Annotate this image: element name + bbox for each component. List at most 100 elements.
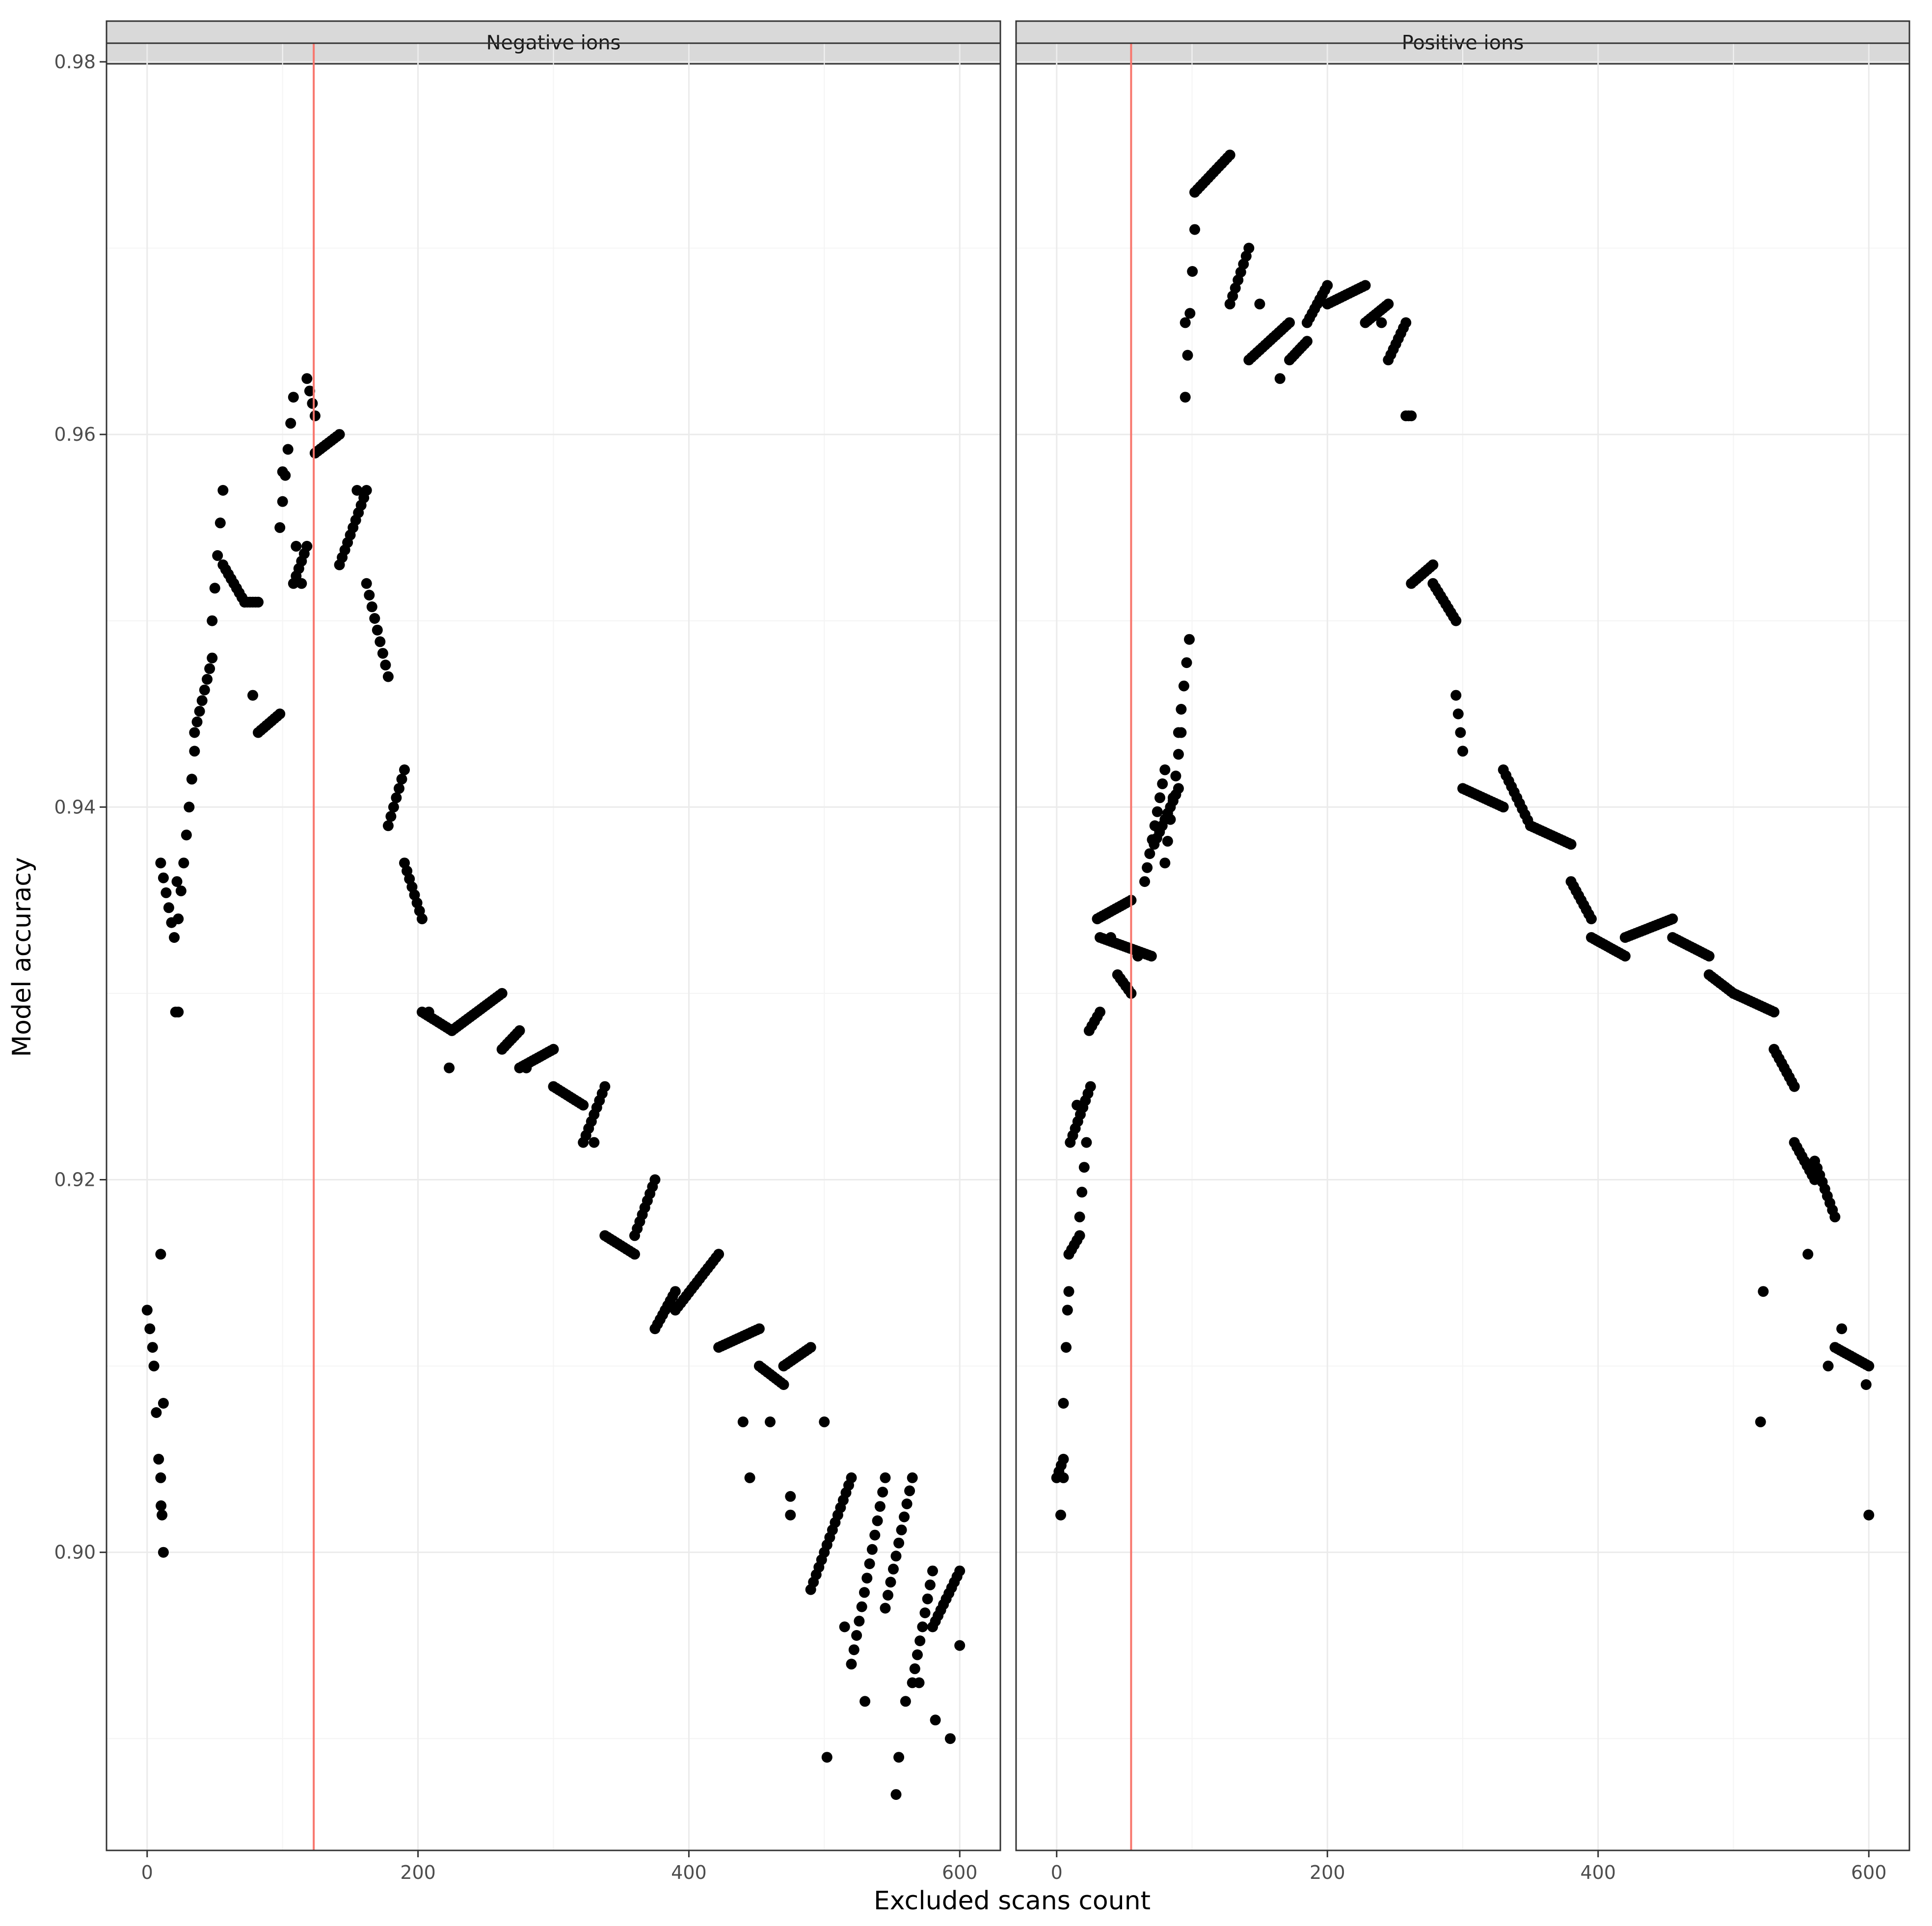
data-point xyxy=(1284,317,1295,328)
data-point xyxy=(670,1286,681,1297)
data-point xyxy=(1427,559,1439,570)
data-point xyxy=(629,1249,640,1260)
data-point xyxy=(1144,848,1155,859)
data-point xyxy=(199,684,210,696)
data-point xyxy=(1146,951,1157,962)
x-tick-label: 0 xyxy=(141,1862,153,1883)
data-point xyxy=(913,1677,925,1688)
data-point xyxy=(189,746,200,757)
data-point xyxy=(304,385,315,397)
data-point xyxy=(194,706,205,717)
data-point xyxy=(277,466,288,478)
data-point xyxy=(444,1062,455,1073)
data-point xyxy=(158,1398,169,1409)
data-point xyxy=(785,1509,796,1521)
data-point xyxy=(1863,1361,1875,1372)
data-point xyxy=(861,1573,873,1584)
data-point xyxy=(1755,1416,1766,1427)
data-point xyxy=(207,615,218,626)
data-point xyxy=(1400,317,1412,328)
data-point xyxy=(753,1323,765,1335)
data-point xyxy=(1152,806,1163,817)
data-point xyxy=(909,1663,920,1674)
data-point xyxy=(351,485,363,496)
data-point xyxy=(944,1733,956,1744)
data-point xyxy=(382,820,394,831)
data-point xyxy=(1157,778,1168,789)
data-point xyxy=(851,1630,862,1641)
data-point xyxy=(872,1515,883,1526)
data-point xyxy=(1836,1323,1848,1335)
data-point xyxy=(819,1416,830,1427)
x-tick-label: 0 xyxy=(1051,1862,1063,1883)
data-point xyxy=(1455,727,1466,738)
data-point xyxy=(578,1099,589,1111)
data-point xyxy=(1360,280,1371,291)
data-point xyxy=(274,708,286,720)
x-tick-label: 400 xyxy=(1580,1862,1616,1883)
data-point xyxy=(1863,1509,1875,1521)
data-point xyxy=(155,1249,166,1260)
data-point xyxy=(856,1601,867,1612)
data-point xyxy=(1457,746,1468,757)
data-point xyxy=(1243,242,1255,254)
data-point xyxy=(169,932,180,943)
data-point xyxy=(821,1752,832,1763)
data-point xyxy=(893,1752,905,1763)
data-point xyxy=(1565,839,1577,850)
data-point xyxy=(649,1174,661,1185)
data-point xyxy=(1095,1006,1105,1017)
x-tick-label: 200 xyxy=(1310,1862,1345,1883)
data-point xyxy=(247,690,258,701)
data-point xyxy=(954,1565,966,1577)
data-point xyxy=(893,1537,905,1549)
data-point xyxy=(217,485,229,496)
data-point xyxy=(1170,771,1181,781)
data-point xyxy=(877,1487,888,1498)
data-point xyxy=(885,1577,896,1588)
data-point xyxy=(209,583,220,594)
data-point xyxy=(1769,1006,1780,1017)
data-point xyxy=(521,1062,532,1073)
data-point xyxy=(1176,704,1187,715)
data-point xyxy=(805,1342,816,1353)
data-point xyxy=(1142,862,1153,873)
data-point xyxy=(1162,835,1173,847)
data-point xyxy=(1154,792,1165,803)
data-point xyxy=(399,764,410,776)
data-point xyxy=(1167,792,1179,803)
data-point xyxy=(148,1361,160,1372)
data-point xyxy=(202,674,213,685)
data-point xyxy=(1498,802,1509,813)
data-point xyxy=(1450,690,1462,701)
data-point xyxy=(285,418,296,429)
data-point xyxy=(1450,615,1462,626)
data-point xyxy=(1860,1379,1872,1390)
data-point xyxy=(382,671,394,682)
data-point xyxy=(1452,708,1464,720)
data-point xyxy=(890,1789,902,1800)
data-point xyxy=(307,398,318,409)
data-point xyxy=(144,1323,156,1335)
data-point xyxy=(1406,410,1417,422)
data-point xyxy=(859,1696,871,1707)
data-point xyxy=(215,517,226,529)
data-point xyxy=(1667,913,1678,925)
x-tick-label: 400 xyxy=(671,1862,707,1883)
data-point xyxy=(277,496,288,507)
y-axis-title: Model accuracy xyxy=(7,857,37,1057)
data-point xyxy=(496,988,508,999)
data-point xyxy=(839,1621,850,1632)
y-tick-label: 0.96 xyxy=(54,424,96,445)
data-point xyxy=(212,550,223,561)
data-point xyxy=(1184,634,1195,645)
data-point xyxy=(171,876,183,887)
y-tick-label: 0.94 xyxy=(54,796,96,818)
data-point xyxy=(184,802,195,813)
data-point xyxy=(388,802,399,813)
data-point xyxy=(1078,1162,1090,1173)
data-point xyxy=(1322,280,1333,291)
data-point xyxy=(514,1025,525,1036)
